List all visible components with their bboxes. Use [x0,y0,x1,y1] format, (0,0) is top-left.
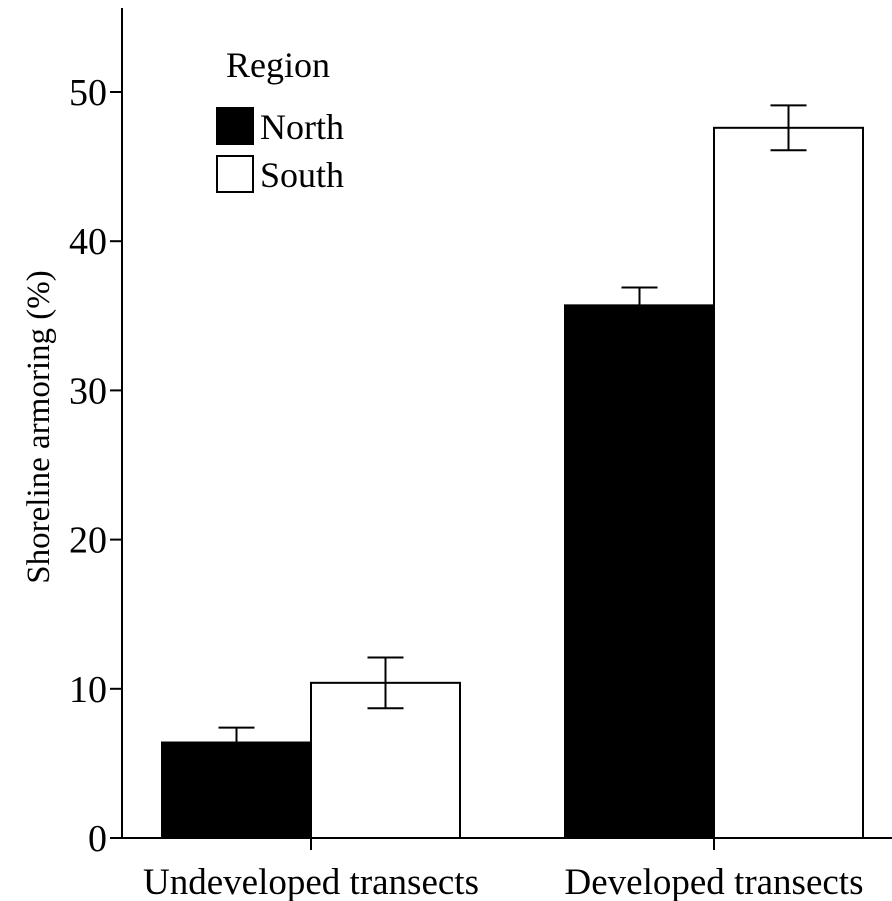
legend-swatch-north [216,107,254,145]
y-tick-label: 40 [69,221,107,263]
y-tick-label: 30 [69,370,107,412]
legend-label-north: North [260,107,344,147]
y-tick-label: 10 [69,669,107,711]
y-tick-label: 20 [69,520,107,562]
x-category-label: Undeveloped transects [143,862,479,901]
legend-swatch-south [216,155,254,193]
legend-title: Region [226,45,330,85]
y-tick-label: 0 [88,818,107,860]
bar-north-2 [564,304,715,839]
bar-south-2 [713,126,864,840]
y-tick-label: 50 [69,72,107,114]
legend-label-south: South [260,155,344,195]
legend: Region North South [216,45,344,195]
x-category-label: Developed transects [565,862,864,901]
y-axis-title: Shoreline armoring (%) [21,270,57,583]
